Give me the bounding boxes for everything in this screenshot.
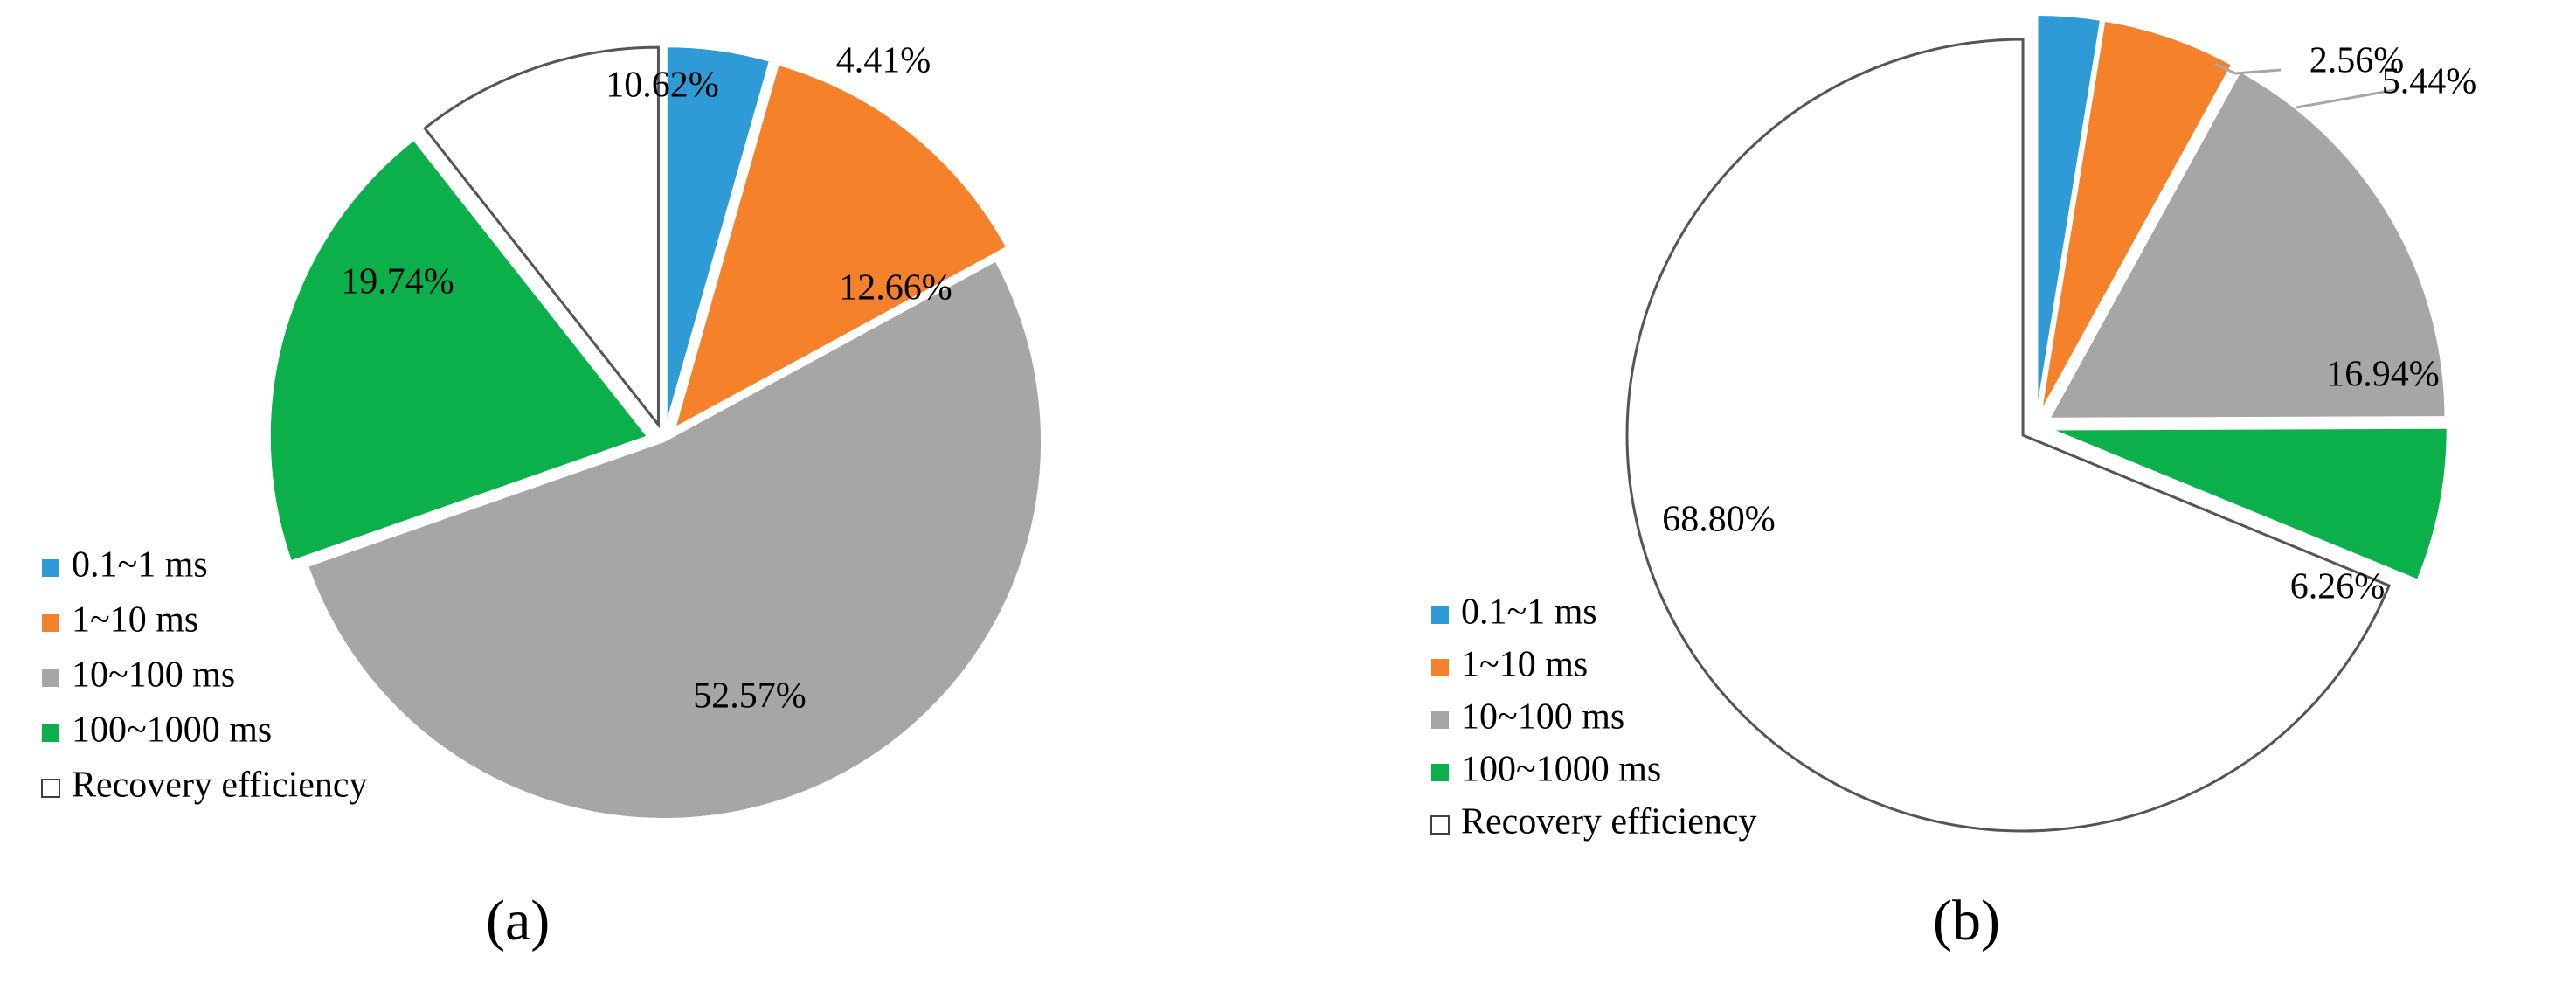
- legend-swatch-0-1-1-ms: [42, 559, 59, 577]
- pie-slice-1-10-ms: [673, 63, 1008, 430]
- data-label-recovery-efficiency: 10.62%: [606, 66, 719, 106]
- data-label-100-1000-ms: 6.26%: [2290, 567, 2386, 607]
- legend-swatch-1-10-ms: [42, 614, 59, 632]
- legend-label-10-100-ms: 10~100 ms: [72, 655, 235, 696]
- legend-label-recovery-efficiency: Recovery efficiency: [72, 766, 368, 806]
- data-label-10-100-ms: 52.57%: [693, 676, 807, 717]
- pie-slice-0-1-1-ms: [665, 45, 772, 425]
- data-label-10-100-ms: 16.94%: [2326, 355, 2440, 395]
- panel-label-b: (b): [1933, 889, 2000, 953]
- legend-label-100-1000-ms: 100~1000 ms: [1461, 750, 1661, 790]
- pie-slice-1-10-ms: [2039, 19, 2233, 412]
- legend-swatch-recovery-efficiency: [41, 779, 60, 798]
- legend-swatch-1-10-ms: [1431, 659, 1449, 676]
- data-label-1-10-ms: 5.44%: [2382, 62, 2477, 102]
- data-label-0-1-1-ms: 4.41%: [836, 41, 931, 81]
- leader-line-0-1-1-ms: [2214, 62, 2282, 75]
- legend-swatch-recovery-efficiency: [1430, 815, 1450, 835]
- data-label-0-1-1-ms: 2.56%: [2309, 41, 2405, 81]
- legend-label-recovery-efficiency: Recovery efficiency: [1461, 802, 1757, 842]
- legend-label-1-10-ms: 1~10 ms: [72, 600, 198, 641]
- pie-slice-100-1000-ms: [2051, 426, 2448, 581]
- legend-swatch-100-1000-ms: [42, 724, 59, 742]
- legend-label-10-100-ms: 10~100 ms: [1461, 697, 1624, 738]
- data-label-1-10-ms: 12.66%: [839, 268, 952, 308]
- legend-swatch-100-1000-ms: [1431, 764, 1449, 781]
- pie-slice-recovery-efficiency: [423, 45, 660, 429]
- legend-label-100-1000-ms: 100~1000 ms: [72, 710, 272, 751]
- data-label-100-1000-ms: 19.74%: [341, 262, 454, 302]
- legend-swatch-10-100-ms: [1431, 711, 1449, 729]
- pie-slice-10-100-ms: [306, 260, 1042, 820]
- legend-swatch-0-1-1-ms: [1431, 606, 1449, 624]
- legend-label-0-1-1-ms: 0.1~1 ms: [72, 545, 208, 586]
- pie-chart-a: 4.41% 12.66% 52.57% 19.74% 10.62% 0.1~1 ms 1~1…: [41, 41, 1042, 820]
- pie-slice-recovery-efficiency: [1625, 38, 2392, 833]
- legend-label-1-10-ms: 1~10 ms: [1461, 645, 1588, 685]
- pie-slice-100-1000-ms: [268, 138, 649, 563]
- pie-chart-b: 2.56%5.44% 16.94% 6.26% 68.80% 0.1~1 ms 1~10 …: [1430, 14, 2477, 842]
- legend-label-0-1-1-ms: 0.1~1 ms: [1461, 593, 1597, 633]
- pie-slice-10-100-ms: [2047, 70, 2447, 419]
- data-label-recovery-efficiency: 68.80%: [1662, 500, 1776, 540]
- panel-label-a: (a): [486, 889, 551, 953]
- leader-line-1-10-ms: [2296, 88, 2395, 109]
- legend-swatch-10-100-ms: [42, 669, 59, 687]
- pie-slice-0-1-1-ms: [2036, 14, 2102, 412]
